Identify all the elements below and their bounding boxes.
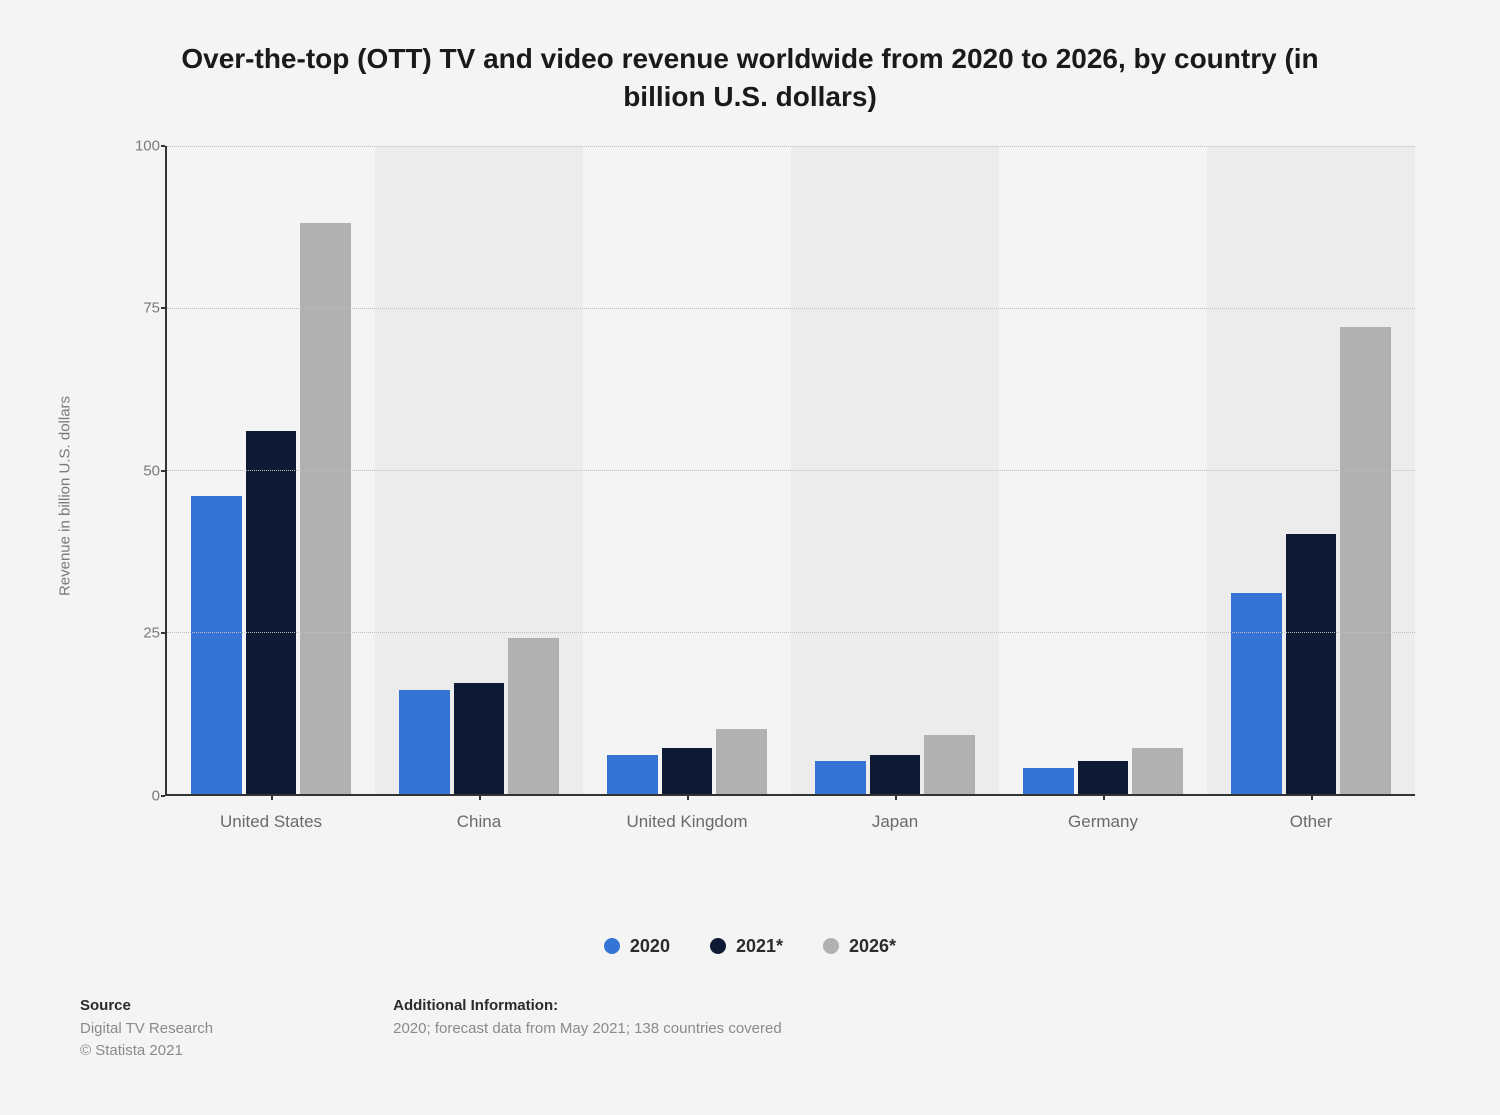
bar <box>508 638 559 794</box>
legend-item: 2020 <box>604 936 670 957</box>
source-label: Source <box>80 997 213 1014</box>
plot-area: United StatesChinaUnited KingdomJapanGer… <box>165 146 1415 796</box>
bar <box>662 748 713 793</box>
grid-line <box>167 146 1415 147</box>
bar <box>1231 593 1282 794</box>
x-tick-label: Other <box>1207 794 1415 832</box>
bar <box>815 761 866 793</box>
bar <box>454 683 505 793</box>
chart-title: Over-the-top (OTT) TV and video revenue … <box>150 40 1350 116</box>
x-tick-label: Japan <box>791 794 999 832</box>
legend-label: 2021* <box>736 936 783 957</box>
y-tick-label: 25 <box>130 625 160 642</box>
bar <box>1078 761 1129 793</box>
info-label: Additional Information: <box>393 997 782 1014</box>
chart-footer: Source Digital TV Research © Statista 20… <box>50 997 1450 1063</box>
bar <box>1023 768 1074 794</box>
copyright-text: © Statista 2021 <box>80 1040 213 1063</box>
bar <box>300 223 351 793</box>
y-tick-label: 100 <box>130 137 160 154</box>
x-tick-label: United Kingdom <box>583 794 791 832</box>
bar <box>1132 748 1183 793</box>
bar <box>246 431 297 794</box>
grid-line <box>167 308 1415 309</box>
bar <box>1286 534 1337 793</box>
x-tick-label: United States <box>167 794 375 832</box>
legend-swatch <box>823 938 839 954</box>
legend-label: 2020 <box>630 936 670 957</box>
y-tick-label: 50 <box>130 462 160 479</box>
grid-line <box>167 632 1415 633</box>
source-text: Digital TV Research <box>80 1018 213 1041</box>
bar <box>924 735 975 793</box>
legend-swatch <box>604 938 620 954</box>
x-tick-label: Germany <box>999 794 1207 832</box>
bar <box>399 690 450 794</box>
y-axis-label: Revenue in billion U.S. dollars <box>57 396 74 596</box>
legend-item: 2021* <box>710 936 783 957</box>
bar <box>870 755 921 794</box>
legend: 2020 2021* 2026* <box>50 936 1450 957</box>
bar <box>607 755 658 794</box>
bar <box>716 729 767 794</box>
x-tick-label: China <box>375 794 583 832</box>
info-block: Additional Information: 2020; forecast d… <box>393 997 782 1063</box>
y-tick-label: 0 <box>130 787 160 804</box>
bar <box>191 496 242 794</box>
y-tick-label: 75 <box>130 300 160 317</box>
legend-swatch <box>710 938 726 954</box>
grid-line <box>167 470 1415 471</box>
bar <box>1340 327 1391 794</box>
legend-item: 2026* <box>823 936 896 957</box>
legend-label: 2026* <box>849 936 896 957</box>
chart-area: Revenue in billion U.S. dollars 02550751… <box>75 146 1425 846</box>
info-text: 2020; forecast data from May 2021; 138 c… <box>393 1018 782 1041</box>
source-block: Source Digital TV Research © Statista 20… <box>80 997 213 1063</box>
